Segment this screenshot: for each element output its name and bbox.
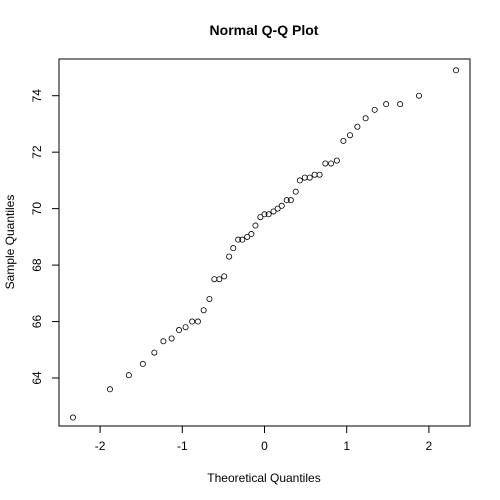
data-point (346, 132, 353, 139)
data-point (362, 115, 369, 122)
data-point (306, 174, 313, 181)
x-tick-label: -2 (95, 439, 106, 453)
data-point (383, 101, 390, 108)
data-point (226, 253, 233, 260)
data-point (287, 197, 294, 204)
data-point (160, 338, 167, 345)
data-point (176, 327, 183, 334)
y-tick-label: 64 (30, 371, 44, 385)
data-point (274, 205, 281, 212)
y-tick-label: 72 (30, 145, 44, 159)
x-tick-label: 2 (426, 439, 433, 453)
data-point (270, 208, 277, 215)
data-points (69, 67, 460, 421)
x-tick-label: -1 (177, 439, 188, 453)
data-point (182, 324, 189, 331)
data-point (292, 188, 299, 195)
data-point (211, 276, 218, 283)
data-point (311, 171, 318, 178)
data-point (125, 372, 132, 379)
x-axis: -2 -1 0 1 2 (95, 425, 433, 453)
data-point (248, 231, 255, 238)
data-point (333, 157, 340, 164)
data-point (244, 233, 251, 240)
data-point (252, 222, 259, 229)
chart-title: Normal Q-Q Plot (210, 22, 319, 38)
y-axis: 64 66 68 70 72 74 (30, 89, 60, 385)
data-point (316, 171, 323, 178)
data-point (239, 236, 246, 243)
data-point (168, 335, 175, 342)
y-tick-label: 74 (30, 89, 44, 103)
data-point (283, 197, 290, 204)
data-point (106, 386, 113, 393)
data-point (453, 67, 460, 74)
y-tick-label: 68 (30, 258, 44, 272)
data-point (216, 276, 223, 283)
x-tick-label: 1 (343, 439, 350, 453)
y-tick-label: 66 (30, 315, 44, 329)
y-axis-label: Sample Quantiles (3, 195, 17, 290)
data-point (206, 295, 213, 302)
data-point (194, 318, 201, 325)
data-point (322, 160, 329, 167)
data-point (221, 273, 228, 280)
data-point (416, 92, 423, 99)
x-tick-label: 0 (261, 439, 268, 453)
data-point (328, 160, 335, 167)
data-point (371, 106, 378, 113)
x-axis-label: Theoretical Quantiles (207, 471, 320, 485)
data-point (235, 236, 242, 243)
data-point (354, 123, 361, 130)
data-point (139, 360, 146, 367)
data-point (397, 101, 404, 108)
data-point (265, 211, 272, 218)
data-point (301, 174, 308, 181)
plot-frame (58, 58, 471, 427)
data-point (200, 307, 207, 314)
y-tick-label: 70 (30, 202, 44, 216)
data-point (189, 318, 196, 325)
data-point (69, 414, 76, 421)
data-point (257, 214, 264, 221)
data-point (296, 177, 303, 184)
data-point (261, 211, 268, 218)
data-point (151, 349, 158, 356)
data-point (230, 245, 237, 252)
data-point (278, 202, 285, 209)
data-point (340, 137, 347, 144)
